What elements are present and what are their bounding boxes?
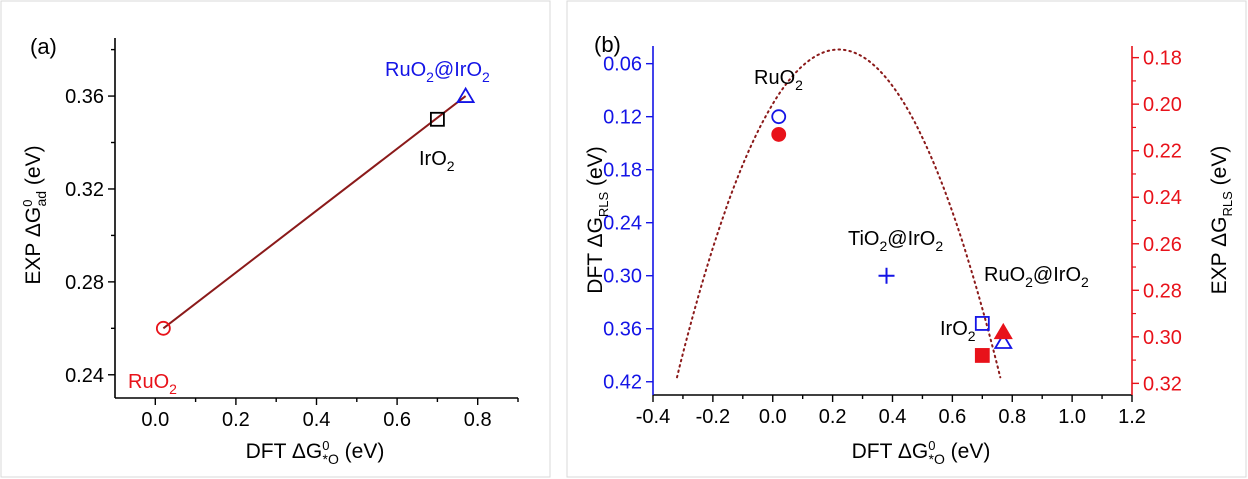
dft-point-ruo2 xyxy=(771,109,787,125)
dft-point-iro2 xyxy=(974,316,990,331)
exp-point-1 xyxy=(974,348,990,363)
point-label-iro2: IrO2 xyxy=(940,318,976,344)
point-label-ruo2: RuO2 xyxy=(754,67,803,93)
fit-line-group xyxy=(162,95,467,330)
panel-a-points xyxy=(155,86,476,336)
right-y-tick-label: 0.18 xyxy=(1143,48,1182,70)
left-y-tick-label: 0.42 xyxy=(603,372,642,394)
point-label-ruo2-iro2: RuO2@IrO2 xyxy=(984,264,1089,290)
x-tick-label: 0.2 xyxy=(222,409,250,431)
x-tick-label: 0.4 xyxy=(879,406,907,428)
y-tick-label: 0.24 xyxy=(65,365,104,387)
x-tick-label: 0.8 xyxy=(998,406,1026,428)
x-tick-label: 0.6 xyxy=(383,409,411,431)
x-tick-label: 0.0 xyxy=(759,406,787,428)
left-y-tick-label: 0.24 xyxy=(603,213,642,235)
panel-b-frame xyxy=(566,0,1247,478)
x-tick-label: 1.2 xyxy=(1118,406,1146,428)
left-y-tick-label: 0.06 xyxy=(603,54,642,76)
panel-a-y-axis-label: EXP ΔG0ad (eV) xyxy=(20,145,49,284)
panel-b-axes: -0.4 -0.2 0.0 0.2 0.4 0.6 0.8 1.0 1.2 0.06 0.12 0.1… xyxy=(603,46,1182,428)
right-y-tick-label: 0.26 xyxy=(1143,234,1182,256)
x-tick-label: 0.6 xyxy=(938,406,966,428)
exp-point-2 xyxy=(993,322,1013,340)
exp-point-0 xyxy=(771,127,787,142)
point-iro2 xyxy=(429,111,445,127)
point-ruo2-iro2 xyxy=(456,86,476,103)
y-tick-label: 0.36 xyxy=(65,86,104,108)
panel-a-label: (a) xyxy=(30,34,57,59)
panel-a-x-axis-label: DFT ΔG0 *O (eV) xyxy=(246,438,385,467)
point-label-ruo2: RuO2 xyxy=(128,371,177,397)
panel-a-frame xyxy=(0,0,551,478)
volcano-curve-group xyxy=(676,48,1002,379)
dft-point-tio2-iro2 xyxy=(878,267,895,284)
panel-b-points xyxy=(771,109,1013,363)
dft-point-ruo2-iro2 xyxy=(993,332,1013,349)
x-tick-label: 0.2 xyxy=(819,406,847,428)
x-tick-label: 0.0 xyxy=(141,409,169,431)
panel-b-x-axis-label: DFT ΔG0 *O (eV) xyxy=(852,438,991,467)
right-y-tick-label: 0.32 xyxy=(1143,373,1182,395)
chart-panel-a: 0.0 0.2 0.4 0.6 0.8 0.24 0.28 0.32 0.36 (a) DFT … xyxy=(0,0,551,478)
y-tick-label: 0.28 xyxy=(65,272,104,294)
point-label-ruo2-iro2: RuO2@IrO2 xyxy=(385,59,490,85)
right-y-tick-label: 0.22 xyxy=(1143,141,1182,163)
point-ruo2 xyxy=(155,320,171,336)
point-label-iro2: IrO2 xyxy=(419,148,455,174)
y-tick-label: 0.32 xyxy=(65,179,104,201)
x-tick-label: 0.8 xyxy=(464,409,492,431)
point-label-tio2-iro2: TiO2@IrO2 xyxy=(848,228,943,254)
x-tick-label: -0.4 xyxy=(636,406,670,428)
volcano-curve xyxy=(676,48,1002,379)
fit-line xyxy=(162,95,467,330)
panel-b-right-y-axis-label: EXP ΔGRLS (eV) xyxy=(1208,146,1235,295)
right-y-tick-label: 0.28 xyxy=(1143,280,1182,302)
left-y-tick-label: 0.12 xyxy=(603,107,642,129)
left-y-tick-label: 0.36 xyxy=(603,319,642,341)
left-y-tick-label: 0.30 xyxy=(603,266,642,288)
panel-a-axes: 0.0 0.2 0.4 0.6 0.8 0.24 0.28 0.32 0.36 xyxy=(65,38,519,431)
right-y-tick-label: 0.24 xyxy=(1143,187,1182,209)
panel-b-left-y-axis-label: DFT ΔGRLS (eV) xyxy=(584,146,611,293)
right-y-tick-label: 0.30 xyxy=(1143,327,1182,349)
panel-b-label: (b) xyxy=(594,32,621,57)
x-tick-label: 1.0 xyxy=(1058,406,1086,428)
left-y-tick-label: 0.18 xyxy=(603,160,642,182)
chart-panel-b: -0.4 -0.2 0.0 0.2 0.4 0.6 0.8 1.0 1.2 0.06 0.12 0.1… xyxy=(566,0,1247,478)
x-tick-label: 0.4 xyxy=(303,409,331,431)
right-y-tick-label: 0.20 xyxy=(1143,94,1182,116)
x-tick-label: -0.2 xyxy=(696,406,730,428)
